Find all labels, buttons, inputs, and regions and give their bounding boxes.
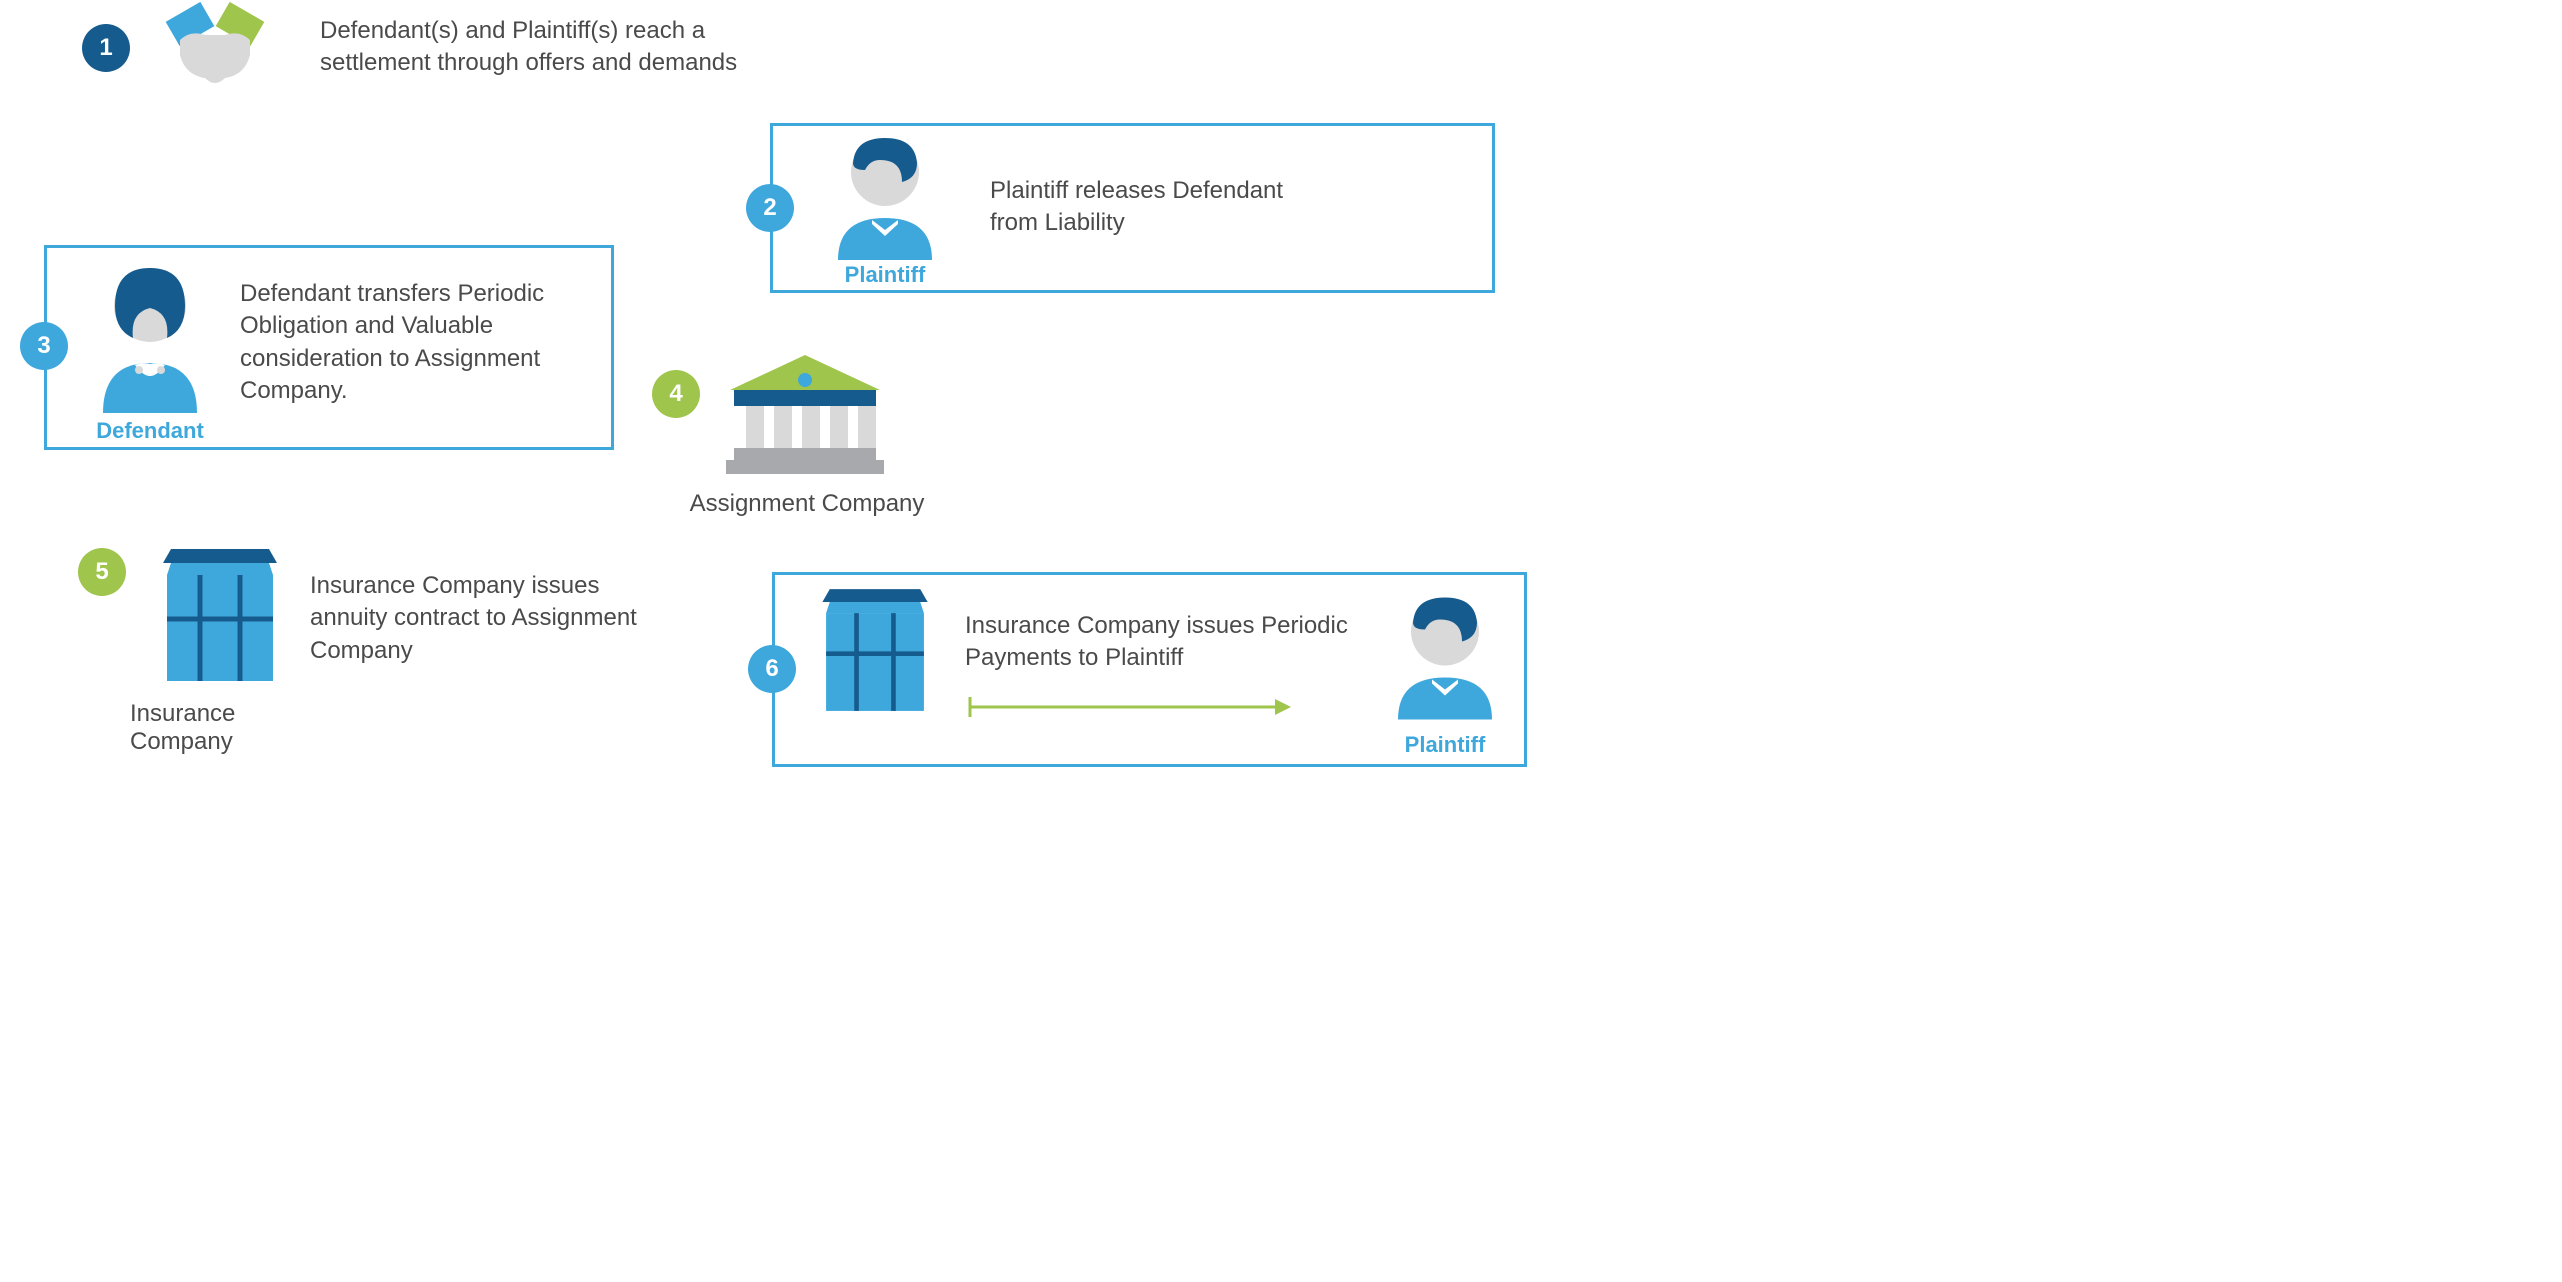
- step-1-text: Defendant(s) and Plaintiff(s) reach a se…: [320, 15, 780, 80]
- assignment-company-icon: [720, 350, 890, 480]
- step-5-text: Insurance Company issues annuity contrac…: [310, 570, 640, 667]
- step-2-text: Plaintiff releases Defendant from Liabil…: [990, 175, 1310, 240]
- handshake-icon: [150, 0, 280, 100]
- step-6-text: Insurance Company issues Periodic Paymen…: [965, 610, 1355, 675]
- step-4-caption: Assignment Company: [672, 490, 942, 518]
- insurance-company-icon-2: [815, 585, 935, 715]
- step-1-number: 1: [99, 34, 112, 62]
- plaintiff-icon: [820, 130, 950, 265]
- step-3-text: Defendant transfers Periodic Obligation …: [240, 278, 580, 408]
- step-3-role: Defendant: [85, 418, 215, 444]
- defendant-icon: [85, 258, 215, 418]
- step-6-number: 6: [765, 655, 778, 683]
- step-5-number: 5: [95, 558, 108, 586]
- plaintiff-icon-2: [1380, 582, 1510, 732]
- payments-arrow-icon: [965, 692, 1295, 722]
- step-4-badge: 4: [652, 370, 700, 418]
- step-5-badge: 5: [78, 548, 126, 596]
- step-2-role: Plaintiff: [820, 262, 950, 288]
- step-2-badge: 2: [746, 184, 794, 232]
- step-1-badge: 1: [82, 24, 130, 72]
- step-3-number: 3: [37, 332, 50, 360]
- step-6-role: Plaintiff: [1380, 732, 1510, 758]
- step-4-number: 4: [669, 380, 682, 408]
- insurance-company-icon: [155, 545, 285, 685]
- step-5-caption: Insurance Company: [130, 700, 270, 756]
- step-2-number: 2: [763, 194, 776, 222]
- step-6-badge: 6: [748, 645, 796, 693]
- step-3-badge: 3: [20, 322, 68, 370]
